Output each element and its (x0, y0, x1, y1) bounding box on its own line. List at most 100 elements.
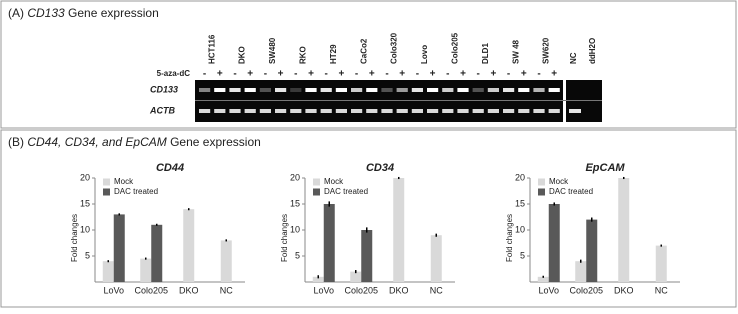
band (351, 109, 363, 113)
lane-label: SW620 (542, 37, 551, 64)
bar (323, 204, 335, 282)
lane-label: RKO (299, 46, 308, 64)
band (533, 109, 545, 113)
bar (113, 214, 125, 282)
lane-label: DKO (238, 46, 247, 64)
lane-label: ddH2O (588, 38, 597, 64)
lane-label: SW480 (268, 37, 277, 64)
band (335, 109, 347, 113)
x-tick-label: LoVo (538, 285, 559, 295)
lane-label: HCT116 (207, 34, 216, 64)
panel-b-title: (B) CD44, CD34, and EpCAM Gene expressio… (8, 135, 261, 149)
band (442, 88, 454, 92)
band (518, 88, 530, 92)
bar (430, 235, 442, 282)
sign: - (446, 69, 449, 80)
sign: + (551, 69, 557, 80)
band (275, 88, 287, 92)
band (569, 109, 581, 113)
bar (393, 178, 405, 282)
band (396, 109, 408, 113)
y-tick-label: 20 (80, 172, 90, 182)
band (335, 88, 347, 92)
bar (151, 224, 163, 282)
band (457, 88, 469, 92)
panel-b-frame (0, 129, 737, 308)
band (411, 88, 423, 92)
y-axis-label: Fold changes (280, 214, 289, 262)
band (548, 109, 560, 113)
bar (361, 230, 373, 282)
band (503, 88, 515, 92)
legend-label: Mock (114, 177, 134, 186)
sign: - (537, 69, 540, 80)
band (305, 109, 317, 113)
lane-label: Lovo (420, 45, 429, 64)
band (214, 88, 226, 92)
band (229, 109, 241, 113)
bar (586, 219, 598, 282)
band (518, 109, 530, 113)
sign: + (430, 69, 436, 80)
chart-title: CD44 (156, 162, 184, 174)
band (487, 88, 499, 92)
legend-swatch (103, 188, 110, 196)
legend-label: Mock (324, 177, 344, 186)
gene: CD133 (27, 6, 65, 20)
bar (102, 261, 114, 282)
sign: + (460, 69, 466, 80)
bar (183, 209, 195, 282)
y-tick-label: 10 (290, 224, 300, 234)
legend-swatch (103, 178, 110, 186)
sign: - (355, 69, 358, 80)
x-tick-label: Colo205 (134, 285, 168, 295)
y-tick-label: 20 (290, 172, 300, 182)
y-tick-label: 15 (80, 198, 90, 208)
bar (312, 276, 324, 282)
x-tick-label: DKO (389, 285, 409, 295)
x-tick-label: DKO (179, 285, 199, 295)
x-tick-label: NC (220, 285, 233, 295)
sign: - (416, 69, 419, 80)
bar (140, 258, 152, 282)
panel-a-title: (A) CD133 Gene expression (8, 6, 159, 20)
y-axis-label: Fold changes (505, 214, 514, 262)
legend-label: DAC treated (549, 187, 593, 196)
suffix: Gene expression (170, 135, 261, 149)
band (214, 109, 226, 113)
bar (575, 261, 587, 282)
band (259, 109, 271, 113)
band (411, 109, 423, 113)
band (366, 88, 378, 92)
band (290, 109, 302, 113)
y-tick-label: 5 (85, 250, 90, 260)
y-tick-label: 10 (80, 224, 90, 234)
legend-swatch (538, 178, 545, 186)
band (259, 88, 271, 92)
sign: + (490, 69, 496, 80)
x-tick-label: Colo205 (344, 285, 378, 295)
legend-label: Mock (549, 177, 569, 186)
sign: + (278, 69, 284, 80)
sign: + (247, 69, 253, 80)
sign: + (338, 69, 344, 80)
treatment-label: 5-aza-dC (157, 69, 191, 78)
band (548, 88, 560, 92)
band (275, 109, 287, 113)
band (472, 88, 484, 92)
band (427, 88, 439, 92)
lane-label: CaCo2 (359, 38, 368, 64)
panel-label: (A) (8, 6, 24, 20)
sign: - (294, 69, 297, 80)
band (381, 88, 393, 92)
band (472, 109, 484, 113)
sign: + (217, 69, 223, 80)
x-tick-label: Colo205 (569, 285, 603, 295)
sign: - (264, 69, 267, 80)
y-axis-label: Fold changes (70, 214, 79, 262)
band (533, 88, 545, 92)
legend-swatch (538, 188, 545, 196)
y-tick-label: 15 (515, 198, 525, 208)
band (457, 109, 469, 113)
